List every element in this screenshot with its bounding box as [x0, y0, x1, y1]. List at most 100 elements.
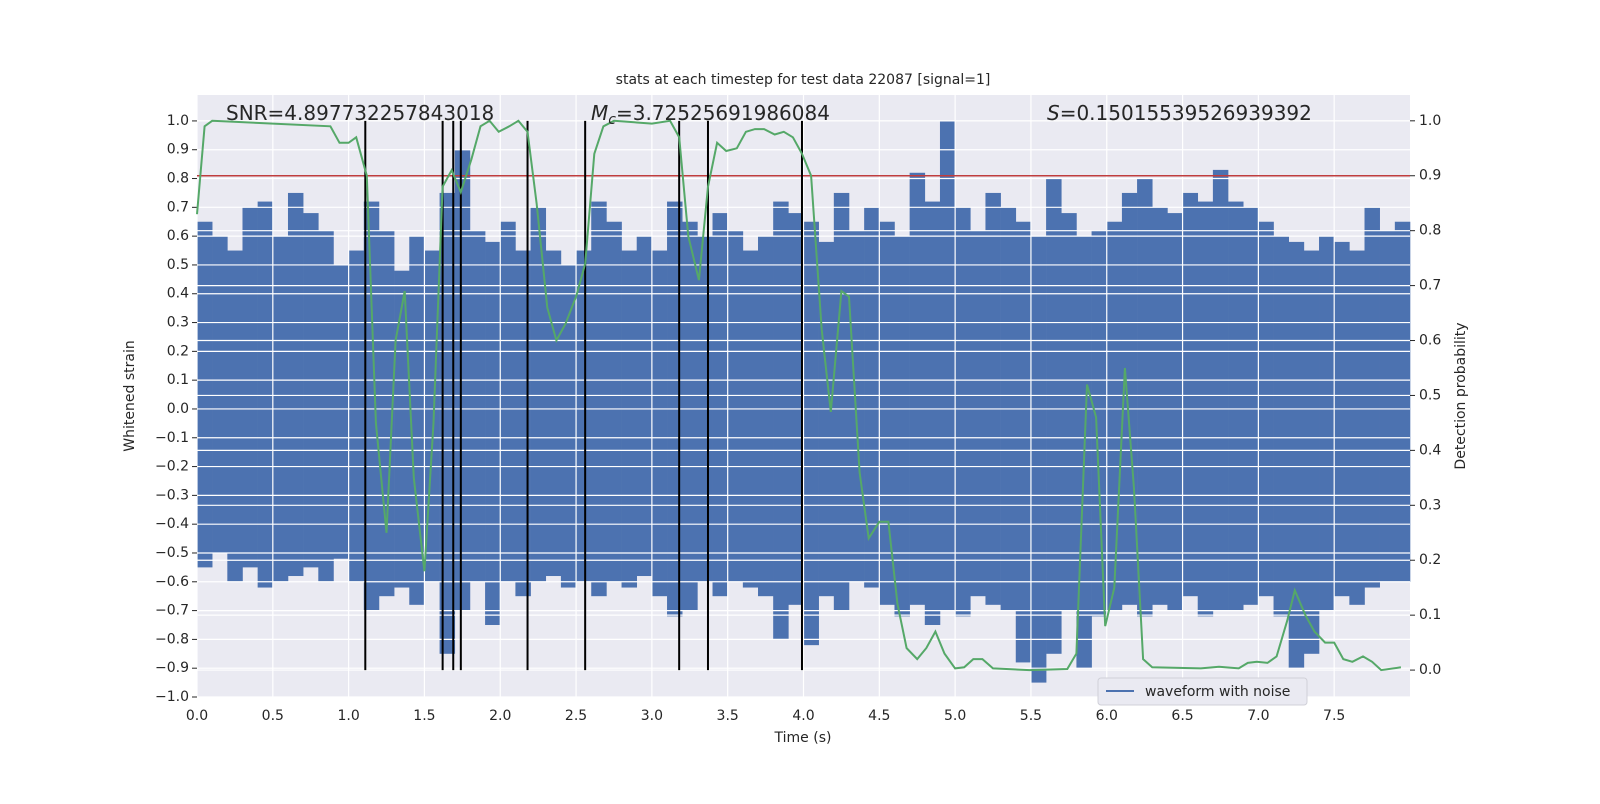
waveform-band	[682, 221, 698, 611]
waveform-band	[1379, 230, 1396, 582]
y2-tick-label: 0.9	[1419, 168, 1441, 184]
waveform-band	[576, 250, 592, 582]
waveform-band	[1288, 241, 1305, 669]
x-tick-label: 1.5	[413, 708, 435, 724]
y-tick-label: 1.0	[167, 113, 189, 129]
y-tick-label: −0.9	[155, 660, 189, 676]
waveform-band	[758, 236, 774, 597]
y-tick-label: 0.7	[167, 199, 189, 215]
legend-label: waveform with noise	[1145, 684, 1290, 700]
waveform-band	[1212, 169, 1229, 611]
legend-box	[1097, 677, 1308, 706]
waveform-band	[894, 236, 910, 617]
waveform-band	[318, 230, 334, 582]
waveform-band	[1121, 192, 1138, 605]
y-tick-label: 0.3	[167, 315, 189, 331]
waveform-band	[242, 207, 258, 568]
waveform-band	[742, 250, 759, 588]
y-tick-label: −0.1	[155, 430, 189, 446]
waveform-band	[1349, 250, 1365, 605]
annotation-text: =3.72525691986084	[616, 101, 830, 125]
annotation: Mc=3.72525691986084	[591, 101, 830, 129]
y-axis-label: Whitened strain	[122, 340, 138, 451]
y-tick-label: −0.8	[155, 631, 189, 647]
annotation-text: SNR=4.897732257843018	[226, 101, 494, 125]
waveform-band	[924, 201, 941, 625]
waveform-band	[1228, 201, 1244, 611]
waveform-band	[636, 236, 653, 577]
x-tick-label: 7.5	[1323, 708, 1345, 724]
y2-tick-label: 0.8	[1419, 223, 1441, 239]
x-tick-label: 0.5	[262, 708, 284, 724]
waveform-band	[803, 221, 819, 646]
waveform-band	[1091, 230, 1108, 617]
waveform-band	[833, 192, 850, 611]
y2-tick-label: 0.5	[1419, 387, 1441, 403]
waveform-band	[1364, 207, 1380, 588]
waveform-band	[818, 241, 835, 597]
y-tick-label: −0.2	[155, 459, 189, 475]
waveform-band	[864, 207, 880, 588]
x-tick-label: 5.5	[1020, 708, 1042, 724]
waveform-band	[591, 201, 607, 597]
x-tick-label: 2.5	[565, 708, 587, 724]
y-tick-label: −0.6	[155, 574, 189, 590]
x-tick-label: 6.5	[1171, 708, 1193, 724]
waveform-band	[1061, 213, 1077, 611]
waveform-band	[1167, 213, 1183, 611]
y-tick-label: −0.7	[155, 603, 189, 619]
y-tick-label: 0.8	[167, 171, 189, 187]
waveform-band	[651, 250, 668, 597]
waveform-band	[560, 264, 577, 588]
waveform-band	[955, 207, 971, 617]
waveform-band	[545, 250, 562, 577]
waveform-band	[500, 221, 516, 582]
x-tick-label: 5.0	[944, 708, 966, 724]
waveform-band	[303, 213, 319, 568]
y2-tick-label: 0.7	[1419, 278, 1441, 294]
y-tick-label: 0.6	[167, 228, 189, 244]
waveform-band	[530, 207, 547, 582]
waveform-band	[348, 250, 365, 582]
y2-tick-label: 0.1	[1419, 607, 1441, 623]
annotation: SNR=4.897732257843018	[226, 101, 494, 125]
waveform-band	[1106, 221, 1123, 611]
plot-area	[196, 95, 1411, 698]
waveform-band	[712, 213, 728, 597]
y2-tick-label: 0.3	[1419, 497, 1441, 513]
waveform-band	[409, 236, 425, 605]
y2-tick-label: 0.0	[1419, 662, 1441, 678]
x-tick-label: 3.0	[641, 708, 663, 724]
annotation: S=0.15015539526939392	[1047, 101, 1312, 125]
waveform-band	[773, 201, 789, 640]
x-tick-label: 7.0	[1247, 708, 1269, 724]
waveform-band	[621, 250, 638, 588]
waveform-band	[1015, 221, 1032, 663]
y2-tick-label: 0.4	[1419, 442, 1441, 458]
annotation-symbol: S	[1047, 101, 1060, 125]
waveform-band	[515, 250, 531, 597]
waveform-band	[879, 221, 895, 605]
waveform-band	[485, 241, 501, 625]
y2-tick-label: 1.0	[1419, 113, 1441, 129]
waveform-band	[363, 201, 380, 611]
waveform-band	[939, 120, 956, 611]
waveform-band	[1182, 192, 1199, 597]
x-axis-label: Time (s)	[774, 730, 832, 746]
waveform-band	[1334, 241, 1350, 597]
x-tick-label: 4.0	[792, 708, 814, 724]
y-tick-label: −0.3	[155, 487, 189, 503]
waveform-band	[197, 221, 213, 568]
y-tick-label: 0.4	[167, 286, 189, 302]
y-tick-label: 0.5	[167, 257, 189, 273]
y-tick-label: −0.4	[155, 516, 189, 532]
x-tick-label: 4.5	[868, 708, 890, 724]
legend: waveform with noise	[1097, 677, 1308, 706]
x-tick-label: 1.0	[337, 708, 359, 724]
waveform-band	[227, 250, 243, 582]
waveform-band	[287, 192, 304, 577]
x-tick-label: 6.0	[1096, 708, 1118, 724]
y-tick-label: 0.0	[167, 401, 189, 417]
